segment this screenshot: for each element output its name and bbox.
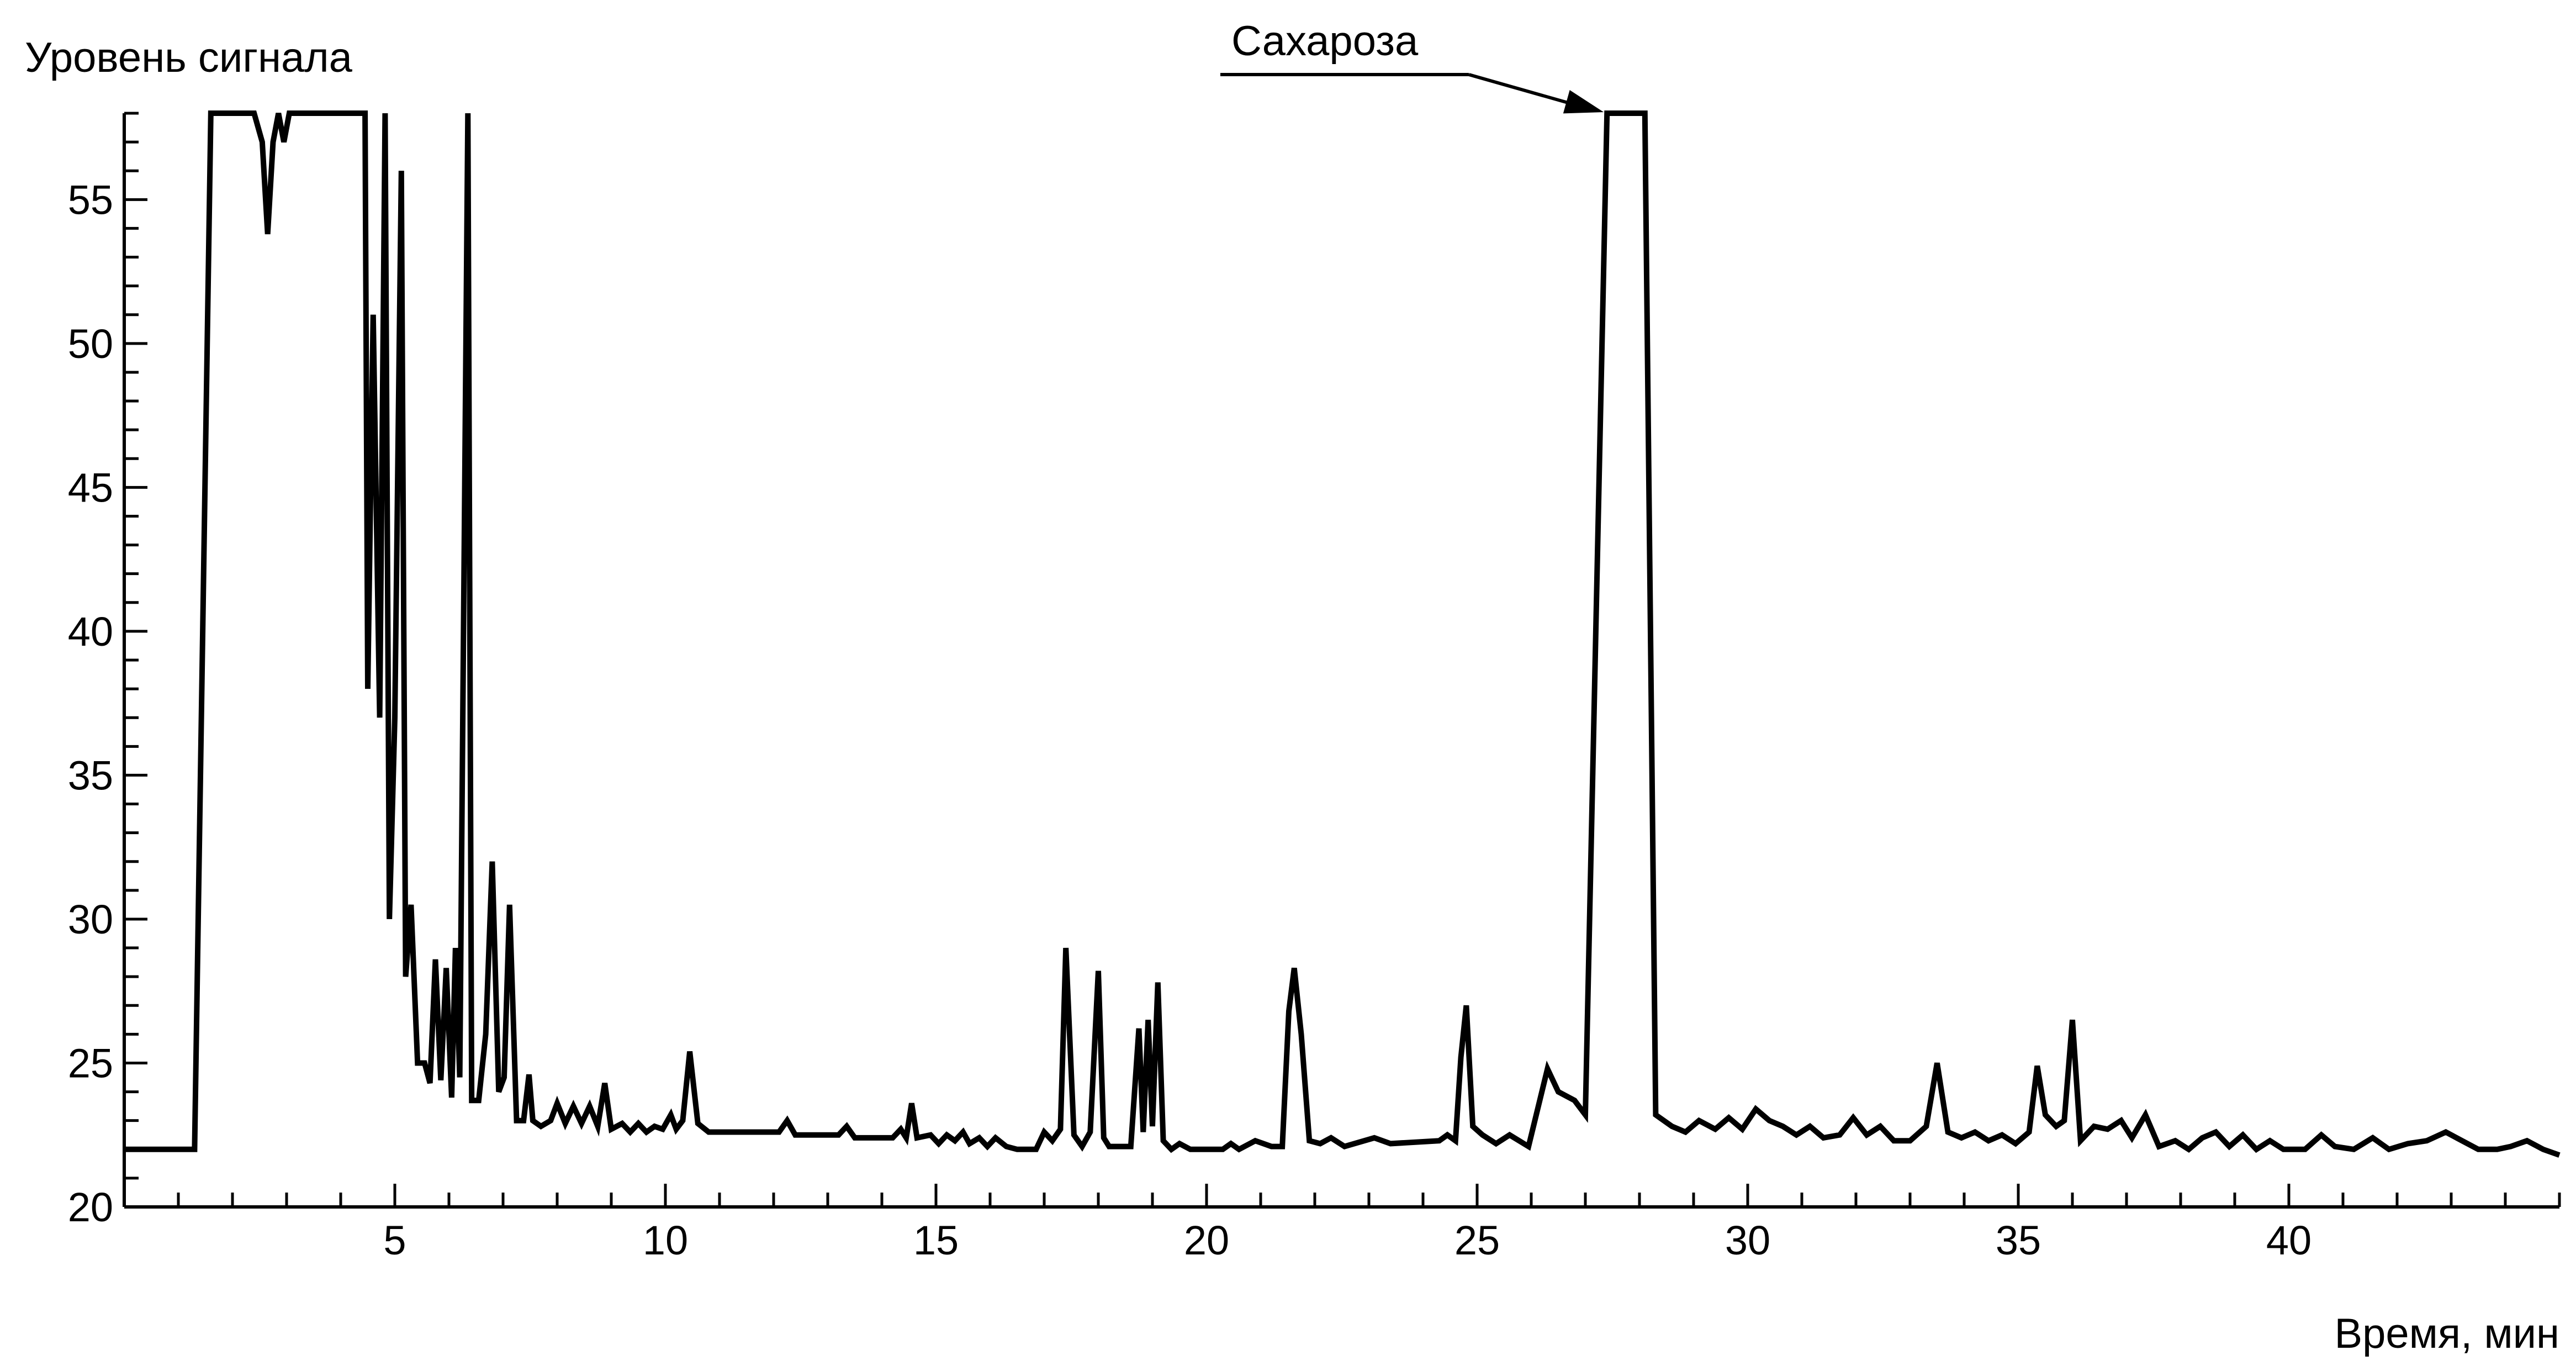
series-layer bbox=[124, 110, 2561, 1158]
series-line-0 bbox=[124, 110, 2561, 1158]
y-tick-label: 45 bbox=[68, 465, 113, 510]
x-tick-label: 20 bbox=[1184, 1217, 1229, 1263]
annotation-leader-line bbox=[1468, 73, 1583, 108]
annotation-label-sucrose: Сахароза bbox=[1231, 18, 1419, 65]
y-tick-label: 40 bbox=[68, 609, 113, 655]
x-axis-title: Время, мин bbox=[2334, 1310, 2559, 1357]
y-tick-label: 35 bbox=[68, 752, 113, 798]
y-tick-label: 55 bbox=[68, 177, 113, 223]
x-tick-label: 10 bbox=[643, 1217, 688, 1263]
y-axis-title: Уровень сигнала bbox=[25, 34, 353, 81]
x-tick-label: 40 bbox=[2266, 1217, 2311, 1263]
annotations: Сахароза bbox=[1220, 18, 1604, 114]
axes bbox=[123, 113, 2559, 1209]
x-tick-label: 35 bbox=[1996, 1217, 2041, 1263]
x-tick-label: 15 bbox=[913, 1217, 959, 1263]
annotation-arrowhead bbox=[1563, 90, 1604, 114]
y-tick-label: 30 bbox=[68, 896, 113, 942]
y-tick-label: 25 bbox=[68, 1040, 113, 1086]
y-tick-label: 20 bbox=[68, 1184, 113, 1230]
y-tick-label: 50 bbox=[68, 321, 113, 367]
x-tick-label: 30 bbox=[1725, 1217, 1770, 1263]
x-tick-label: 5 bbox=[383, 1217, 406, 1263]
x-tick-label: 25 bbox=[1454, 1217, 1500, 1263]
axis-labels: Уровень сигнала Время, мин bbox=[25, 34, 2559, 1357]
